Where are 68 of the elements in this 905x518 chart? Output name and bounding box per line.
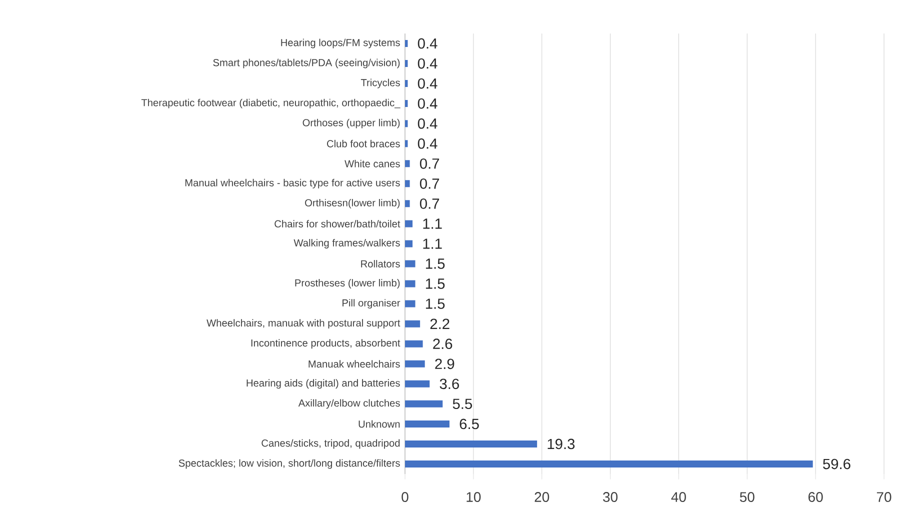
x-tick-label: 40 [671,492,686,502]
data-label: 0.7 [420,198,440,209]
y-tick-label: Tricycles [360,78,400,88]
y-tick-label: Incontinence products, absorbent [251,339,400,349]
y-tick-label: Axillary/elbow clutches [298,399,400,409]
data-label: 0.7 [420,158,440,169]
data-label: 0.7 [420,178,440,189]
data-label: 59.6 [823,458,850,470]
y-tick-label: Rollators [361,260,400,268]
x-tick-label: 60 [808,492,823,502]
x-tick-label: 0 [402,492,408,502]
bar [405,200,410,208]
y-tick-label: Manual wheelchairs - basic type for active users [185,178,400,188]
data-label: 19.3 [548,438,575,450]
bar [405,280,416,288]
y-tick-label: Hearing loops/FM systems [281,38,400,48]
y-tick-label: Canes/sticks, tripod, quadripod [262,439,400,449]
data-label: 0.4 [418,58,438,69]
data-label: 0.4 [418,38,438,49]
bar [405,260,416,268]
x-tick-label: 70 [876,492,892,502]
y-tick-label: Chairs for shower/bath/toilet [274,220,400,228]
x-tick-label: 50 [740,492,754,502]
y-tick-label: Therapeutic footwear (diabetic, neuropathic, orthopaedic_ [141,98,400,108]
y-tick-label: Pill organiser [342,299,400,309]
bar [405,360,425,368]
bar [405,220,413,228]
bar [405,340,423,348]
y-tick-label: Wheelchairs, manuak with postural support [206,319,400,329]
data-label: 1.5 [426,298,445,309]
data-label: 0.4 [418,98,438,109]
bar [405,440,538,448]
data-label: 1.5 [426,278,445,289]
y-tick-label: Hearing aids (digital) and batteries [246,379,400,389]
data-label: 0.4 [418,138,438,149]
bar [405,400,443,408]
y-tick-label: Orthoses (upper limb) [302,118,400,128]
y-tick-label: Smart phones/tablets/PDA (seeing/vision) [213,58,400,68]
data-label: 1.5 [426,258,445,269]
data-label: 2.6 [433,338,452,350]
data-label: 0.4 [418,118,438,129]
y-tick-label: Club foot braces [327,140,400,148]
x-tick-label: 30 [603,492,618,502]
y-tick-label: Orthisesn(lower limb) [305,198,400,208]
data-label: 3.6 [440,378,459,390]
data-label: 2.2 [430,318,450,329]
y-tick-label: White canes [344,160,400,168]
data-label: 5.5 [452,398,472,410]
bar [405,300,416,308]
x-tick-label: 10 [466,492,481,502]
bar [405,380,430,388]
y-tick-label: Prostheses (lower limb) [295,279,400,288]
bar [405,420,450,428]
y-tick-label: Unknown [358,420,400,428]
data-label: 0.4 [418,78,438,89]
bar [405,160,410,168]
y-tick-label: Manuak wheelchairs [308,360,400,368]
x-tick-label: 20 [534,492,550,502]
data-label: 1.1 [423,218,442,229]
bar [405,320,420,328]
data-label: 2.9 [435,358,454,370]
data-label: 1.1 [423,238,442,249]
bar [405,460,813,468]
y-tick-label: Spectackles; low vision, short/long distance/filters [178,459,400,469]
bar [405,180,410,188]
bar [405,240,413,248]
y-tick-label: Walking frames/walkers [294,239,400,248]
data-label: 6.5 [460,418,479,430]
